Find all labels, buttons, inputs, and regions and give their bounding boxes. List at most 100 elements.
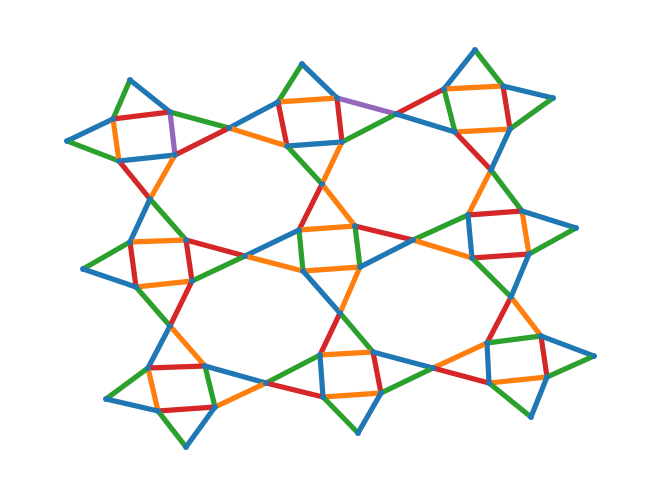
graph-node: [441, 86, 447, 92]
graph-edge-orange: [133, 278, 195, 290]
graph-node: [183, 444, 189, 450]
graph-edge-green: [410, 212, 471, 243]
graph-edge-blue: [226, 99, 281, 131]
graph-node: [591, 353, 597, 359]
graph-node: [339, 139, 345, 145]
graph-node: [275, 99, 281, 105]
edge-layer: [64, 47, 597, 450]
graph-node: [189, 278, 195, 284]
graph-edge-blue: [370, 349, 436, 371]
graph-edge-blue: [116, 152, 178, 164]
graph-node: [319, 181, 325, 187]
graph-node: [393, 111, 399, 117]
graph-edge-orange: [167, 323, 208, 369]
graph-edge-orange: [296, 223, 358, 233]
graph-node: [355, 430, 361, 436]
graph-node: [544, 374, 550, 380]
graph-edge-orange: [508, 294, 544, 339]
graph-edge-green: [544, 353, 597, 380]
graph-node: [226, 125, 232, 131]
graph-node: [370, 349, 376, 355]
graph-node: [573, 225, 579, 231]
graph-node: [317, 352, 323, 358]
graph-edge-blue: [519, 208, 579, 231]
graph-node: [80, 266, 86, 272]
graph-node: [155, 408, 161, 414]
graph-edge-blue: [127, 196, 153, 245]
graph-node: [334, 95, 340, 101]
graph-edge-red: [263, 380, 326, 400]
graph-edge-blue: [357, 237, 416, 270]
graph-node: [519, 208, 525, 214]
graph-edge-red: [127, 239, 139, 290]
graph-edge-red: [317, 310, 343, 358]
graph-edge-red: [172, 125, 232, 158]
graph-edge-green: [202, 363, 218, 410]
graph-edge-blue: [145, 323, 173, 371]
graph-node: [300, 268, 306, 274]
graph-node: [296, 227, 302, 233]
graph-edge-green: [147, 196, 189, 243]
graph-node: [465, 212, 471, 218]
graph-node: [202, 363, 208, 369]
graph-edge-green: [507, 95, 556, 132]
graph-node: [528, 414, 534, 420]
graph-edge-orange: [465, 167, 494, 218]
graph-edge-red: [484, 294, 514, 346]
graph-edge-orange: [110, 116, 122, 164]
graph-edge-orange: [319, 139, 345, 187]
graph-node: [284, 143, 290, 149]
graph-node: [538, 333, 544, 339]
graph-node: [110, 116, 116, 122]
graph-node: [469, 255, 475, 261]
graph-node: [133, 284, 139, 290]
graph-edge-green: [472, 47, 506, 89]
graph-edge-red: [145, 363, 208, 371]
graph-edge-orange: [452, 126, 513, 135]
graph-edge-blue: [103, 396, 161, 414]
graph-node: [212, 404, 218, 410]
graph-edge-orange: [300, 264, 363, 274]
graph-node: [526, 251, 532, 257]
graph-node: [488, 167, 494, 173]
graph-edge-orange: [319, 181, 358, 229]
graph-node: [378, 390, 384, 396]
graph-node: [172, 152, 178, 158]
graph-edge-red: [352, 223, 416, 243]
graph-node: [352, 223, 358, 229]
graph-node: [103, 396, 109, 402]
graph-edge-orange: [242, 253, 306, 274]
graph-edge-blue: [183, 404, 218, 450]
node-layer: [64, 47, 597, 450]
graph-edge-green: [320, 394, 361, 436]
graph-edge-orange: [430, 340, 490, 371]
graph-edge-orange: [226, 125, 290, 149]
graph-edge-green: [167, 109, 232, 131]
graph-node: [263, 380, 269, 386]
graph-node: [472, 47, 478, 53]
graph-node: [145, 365, 151, 371]
graph-edge-purple: [167, 109, 178, 158]
graph-node: [410, 237, 416, 243]
graph-edge-green: [275, 61, 305, 105]
graph-edge-orange: [486, 374, 550, 386]
graph-edge-orange: [441, 83, 506, 92]
graph-edge-red: [275, 99, 290, 149]
graph-edge-blue: [393, 111, 458, 135]
graph-edge-blue: [484, 340, 492, 386]
graph-edge-blue: [127, 77, 173, 115]
graph-node: [486, 380, 492, 386]
graph-node: [183, 237, 189, 243]
graph-edge-blue: [538, 333, 597, 359]
graph-edge-orange: [519, 208, 532, 257]
graph-edge-green: [64, 138, 122, 164]
graph-edge-blue: [317, 352, 326, 400]
graph-edge-blue: [242, 227, 302, 259]
graph-edge-orange: [410, 237, 475, 261]
graph-edge-green: [296, 227, 306, 274]
graph-node: [320, 394, 326, 400]
graph-node: [484, 340, 490, 346]
graph-edge-red: [334, 95, 345, 145]
